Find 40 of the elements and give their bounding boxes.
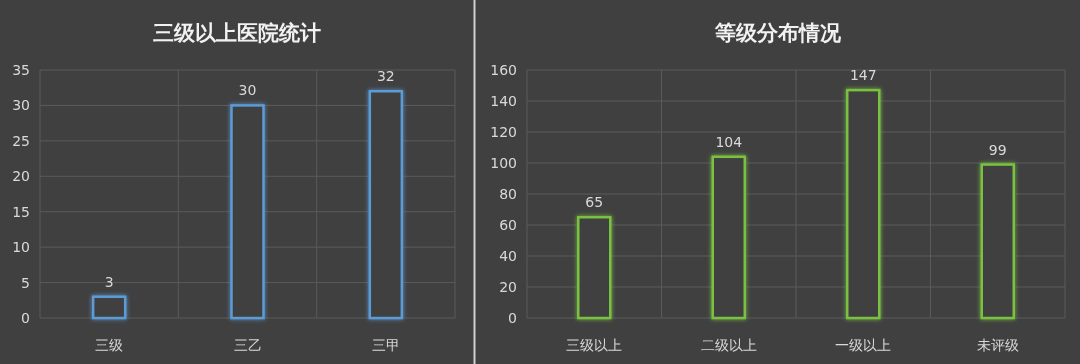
y-tick-label: 120 bbox=[490, 124, 517, 140]
y-tick-label: 5 bbox=[21, 274, 30, 291]
data-label: 65 bbox=[585, 194, 604, 211]
y-tick-label: 30 bbox=[12, 97, 30, 114]
y-tick-label: 40 bbox=[499, 248, 517, 264]
data-label: 99 bbox=[988, 141, 1007, 158]
y-tick-label: 100 bbox=[490, 155, 517, 171]
y-tick-label: 20 bbox=[12, 168, 30, 185]
y-tick-label: 15 bbox=[12, 203, 30, 220]
bar bbox=[91, 295, 127, 320]
bar bbox=[368, 90, 404, 320]
bar bbox=[980, 163, 1015, 320]
bar bbox=[711, 155, 746, 320]
data-label: 3 bbox=[104, 273, 114, 290]
y-tick-label: 0 bbox=[21, 310, 30, 326]
data-label: 32 bbox=[376, 68, 395, 85]
chart-title: 等级分布情况 bbox=[714, 21, 842, 45]
x-tick-label: 一级以上 bbox=[835, 337, 892, 353]
x-tick-label: 三级以上 bbox=[566, 337, 623, 353]
x-tick-label: 未评级 bbox=[976, 337, 1019, 353]
x-tick-label: 三甲 bbox=[371, 337, 400, 353]
data-label: 104 bbox=[715, 133, 743, 150]
y-tick-label: 0 bbox=[508, 310, 517, 326]
x-tick-label: 二级以上 bbox=[700, 337, 757, 353]
bar bbox=[230, 104, 265, 320]
chart-title: 三级以上医院统计 bbox=[152, 21, 321, 45]
bar bbox=[846, 88, 881, 320]
y-tick-label: 10 bbox=[12, 239, 30, 256]
y-tick-label: 35 bbox=[12, 62, 30, 78]
y-tick-label: 25 bbox=[12, 132, 30, 149]
bar bbox=[577, 216, 612, 320]
x-tick-label: 三乙 bbox=[233, 337, 262, 353]
data-label: 147 bbox=[849, 67, 877, 84]
x-tick-label: 三级 bbox=[95, 337, 124, 353]
y-tick-label: 20 bbox=[499, 279, 517, 295]
data-label: 30 bbox=[238, 82, 257, 99]
y-tick-label: 140 bbox=[490, 93, 517, 109]
y-tick-label: 160 bbox=[490, 62, 517, 78]
y-tick-label: 80 bbox=[499, 186, 517, 202]
y-tick-label: 60 bbox=[499, 217, 517, 233]
